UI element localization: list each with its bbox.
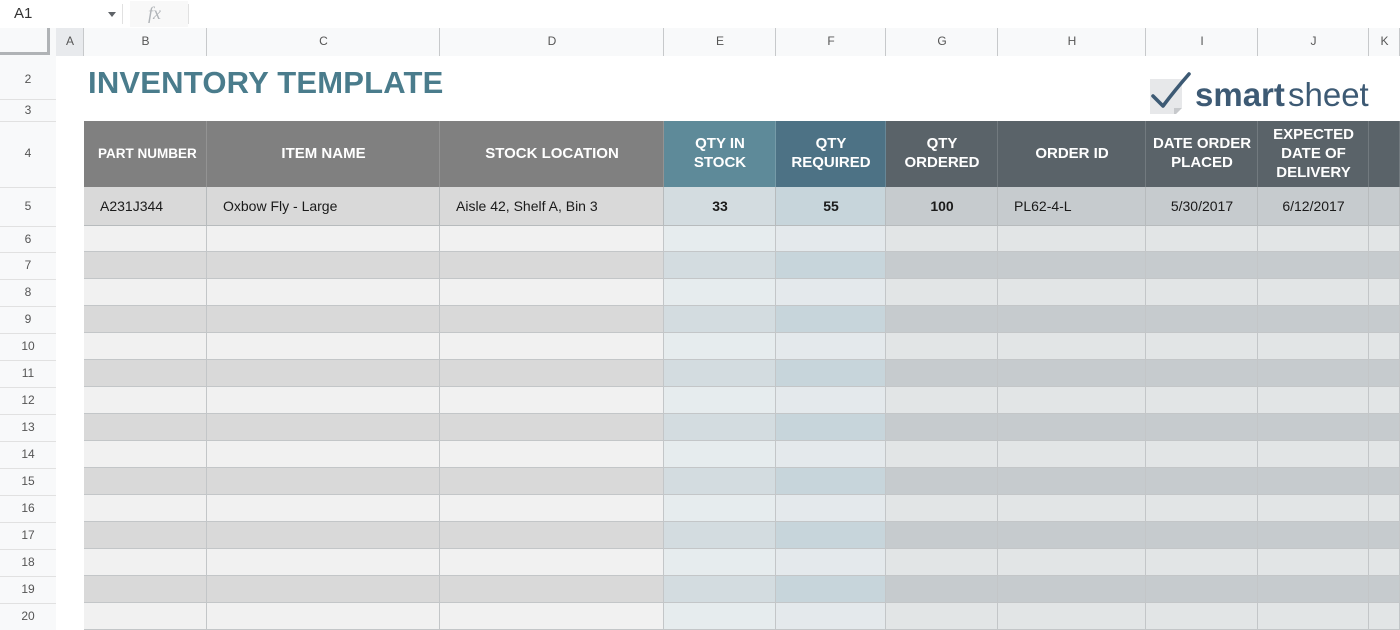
svg-text:sheet: sheet bbox=[1288, 76, 1369, 113]
svg-text:smart: smart bbox=[1195, 76, 1285, 113]
